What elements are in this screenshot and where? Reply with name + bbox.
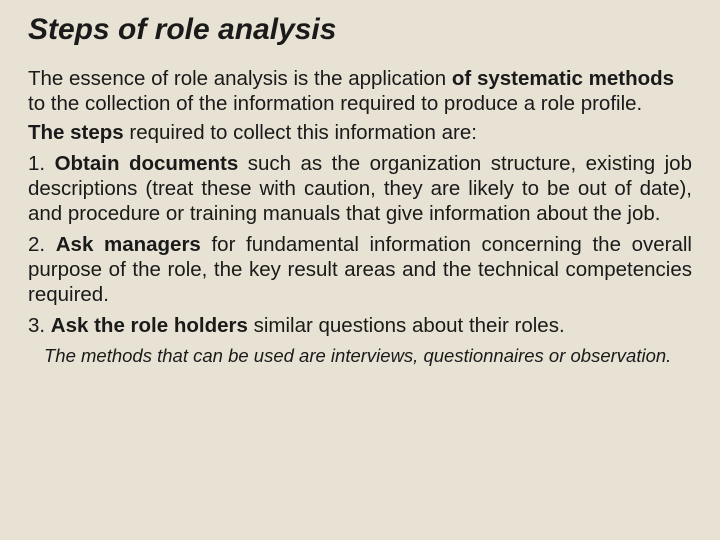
steps-heading: The steps required to collect this infor… [28, 120, 692, 145]
step-2: 2. Ask managers for fundamental informat… [28, 232, 692, 307]
step-1: 1. Obtain documents such as the organiza… [28, 151, 692, 226]
intro-paragraph: The essence of role analysis is the appl… [28, 66, 692, 116]
footnote: The methods that can be used are intervi… [28, 344, 692, 367]
step-3: 3. Ask the role holders similar question… [28, 313, 692, 338]
slide-title: Steps of role analysis [28, 12, 692, 48]
